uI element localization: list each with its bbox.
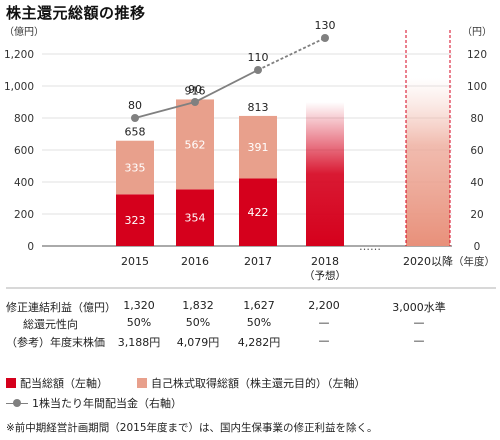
y-tick-label: 800 <box>14 113 34 125</box>
dps-point <box>191 98 199 106</box>
table-cell: 50% <box>126 316 152 329</box>
y2-tick-label: 40 <box>470 177 483 189</box>
x-tick-label: 2017 <box>244 255 272 268</box>
y2-tick-label: 60 <box>470 145 483 157</box>
table-cell: 50% <box>185 316 211 329</box>
legend-dividend: 配当総額（左軸） <box>20 377 108 390</box>
legend-buyback: 自己株式取得総額（株主還元目的）（左軸） <box>151 377 366 390</box>
bar-dividend <box>176 189 214 246</box>
year-unit-label: （年度） <box>453 255 495 268</box>
data-label-buyback: 335 <box>125 162 146 175</box>
table-cell: 1,627 <box>243 299 275 312</box>
data-label-total: 813 <box>248 101 269 114</box>
dps-label: 80 <box>128 99 142 112</box>
bar-future <box>406 78 450 246</box>
table-row: 総還元性向 50% 50% 50% — — <box>6 316 496 332</box>
table-cell: 1,320 <box>123 299 155 312</box>
data-label-buyback: 391 <box>248 141 269 154</box>
table-cell: 4,282円 <box>237 336 281 349</box>
footnote: ※前中期経営計画期間（2015年度まで）は、国内生保事業の修正利益を除く。 <box>6 422 378 434</box>
x-tick-label: 2020以降 <box>403 254 453 268</box>
gap-marker: …… <box>359 240 381 253</box>
dps-point <box>254 66 262 74</box>
data-label-dividend: 323 <box>125 214 146 227</box>
table-cell: 4,079円 <box>176 336 220 349</box>
dividend-swatch <box>6 378 16 388</box>
data-label-total: 916 <box>185 84 206 97</box>
bar-forecast-2018 <box>306 102 344 246</box>
table-cell: — <box>318 316 330 329</box>
right-axis-unit: （円） <box>462 27 492 38</box>
left-axis-unit: （億円） <box>4 27 44 38</box>
y-tick-label: 1,000 <box>4 81 34 93</box>
y2-tick-label: 80 <box>470 113 483 125</box>
buyback-swatch <box>137 378 147 388</box>
bar-dividend <box>239 178 277 246</box>
table-row: 修正連結利益（億円） 1,320 1,832 1,627 2,200 3,000… <box>6 299 496 315</box>
table-cell: — <box>413 316 425 329</box>
legend-row-line: 1株当たり年間配当金（右軸） <box>6 395 182 411</box>
legend-row-bars: 配当総額（左軸） 自己株式取得総額（株主還元目的）（左軸） <box>6 375 366 391</box>
table-cell: 3,188円 <box>117 336 161 349</box>
row-label-payout: 総還元性向 <box>23 318 78 331</box>
dps-line-forecast <box>257 37 326 71</box>
y2-tick-label: 120 <box>467 49 487 61</box>
data-label-buyback: 562 <box>185 138 206 151</box>
dps-point <box>321 34 329 42</box>
y2-tick-label: 20 <box>470 209 483 221</box>
y-tick-label: 1,200 <box>4 49 34 61</box>
y-tick-label: 0 <box>27 241 34 253</box>
data-label-dividend: 422 <box>248 206 269 219</box>
x-tick-label: 2015 <box>121 255 149 268</box>
table-cell: 3,000水準 <box>392 301 446 314</box>
bar-buyback <box>176 99 214 190</box>
x-tick-label: 2016 <box>181 255 209 268</box>
row-label-profit: 修正連結利益（億円） <box>6 301 116 314</box>
data-label-total: 658 <box>125 126 146 139</box>
bar-dividend <box>116 194 154 246</box>
table-cell: 1,832 <box>182 299 214 312</box>
row-label-share-price: （参考）年度末株価 <box>6 336 105 349</box>
y2-tick-label: 0 <box>474 241 481 253</box>
chart-title: 株主還元総額の推移 <box>6 4 146 22</box>
line-swatch <box>6 398 28 408</box>
bar-buyback <box>239 115 277 179</box>
dps-label: 90 <box>188 83 202 96</box>
dps-point <box>131 114 139 122</box>
y-tick-label: 400 <box>14 177 34 189</box>
bar-buyback <box>116 140 154 195</box>
dps-label: 110 <box>248 51 269 64</box>
dividend-chart: 0 200 400 600 800 1,000 1,200 0 20 40 60 80 100 120 32… <box>4 19 496 289</box>
data-label-dividend: 354 <box>185 212 206 225</box>
table-cell: 50% <box>246 316 272 329</box>
x-tick-label: 2018 <box>311 255 339 268</box>
dps-label: 130 <box>315 19 336 32</box>
y2-tick-label: 100 <box>467 81 487 93</box>
table-cell: — <box>318 334 330 347</box>
table-cell: — <box>413 334 425 347</box>
x-tick-sublabel: （予想） <box>304 269 346 282</box>
y-tick-label: 600 <box>14 145 34 157</box>
y-tick-label: 200 <box>14 209 34 221</box>
table-row: （参考）年度末株価 3,188円 4,079円 4,282円 — — <box>6 334 496 350</box>
table-cell: 2,200 <box>308 299 340 312</box>
legend-line: 1株当たり年間配当金（右軸） <box>32 397 182 410</box>
